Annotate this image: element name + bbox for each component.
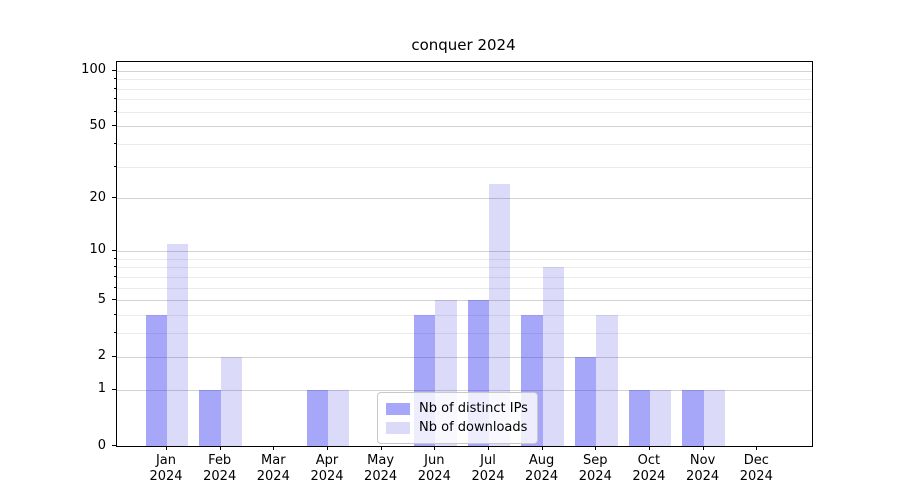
x-tick-label: Aug 2024 <box>525 453 559 484</box>
x-tick-mark <box>166 446 167 450</box>
y-minor-tick-mark <box>114 275 116 277</box>
legend-row-distinct-ips: Nb of distinct IPs <box>386 399 528 418</box>
major-gridline <box>117 356 812 358</box>
x-tick-label: Nov 2024 <box>686 453 720 484</box>
major-gridline <box>117 198 812 200</box>
bar-distinct-ips-jan <box>145 315 167 446</box>
x-tick-mark <box>434 446 436 450</box>
x-tick-mark <box>756 446 758 450</box>
x-tick-label: Feb 2024 <box>203 453 237 484</box>
plot-area <box>116 61 813 447</box>
x-tick-label: Sep 2024 <box>578 453 612 484</box>
y-minor-tick-mark <box>114 286 116 288</box>
y-tick-label: 5 <box>97 291 106 307</box>
bar-downloads-jan <box>167 243 189 446</box>
y-minor-tick-mark <box>114 87 116 89</box>
y-tick-mark <box>112 69 116 71</box>
y-tick-mark <box>112 355 116 357</box>
x-tick-label: May 2024 <box>364 453 398 484</box>
legend-label-downloads: Nb of downloads <box>419 420 528 435</box>
y-tick-label: 10 <box>89 242 106 258</box>
bar-distinct-ips-sep <box>574 356 597 446</box>
x-tick-mark <box>273 446 275 450</box>
y-tick-mark <box>112 388 116 390</box>
minor-gridline <box>117 88 812 90</box>
x-tick-mark <box>648 446 650 450</box>
bar-distinct-ips-apr <box>306 389 328 446</box>
bar-downloads-aug <box>542 267 564 446</box>
y-tick-mark <box>112 125 116 127</box>
x-tick-mark <box>595 446 597 450</box>
minor-gridline <box>117 99 812 101</box>
y-tick-mark <box>112 197 116 199</box>
minor-gridline <box>117 267 812 269</box>
major-gridline <box>117 389 812 391</box>
minor-gridline <box>117 315 812 317</box>
y-minor-tick-mark <box>114 142 116 144</box>
bar-downloads-jul <box>489 184 511 446</box>
y-tick-label: 20 <box>89 189 106 205</box>
legend-swatch-downloads <box>386 421 410 434</box>
y-tick-label: 2 <box>97 348 106 364</box>
x-tick-label: Jan 2024 <box>149 453 183 484</box>
minor-gridline <box>117 143 812 145</box>
x-tick-mark <box>488 446 489 450</box>
minor-gridline <box>117 258 812 260</box>
bar-distinct-ips-feb <box>199 389 221 446</box>
major-gridline <box>117 250 812 252</box>
y-minor-tick-mark <box>114 257 116 259</box>
minor-gridline <box>117 79 812 80</box>
y-minor-tick-mark <box>114 165 116 167</box>
y-tick-mark <box>112 445 116 446</box>
x-tick-label: Apr 2024 <box>310 453 344 484</box>
y-minor-tick-mark <box>114 332 116 334</box>
legend: Nb of distinct IPs Nb of downloads <box>377 392 538 444</box>
legend-label-distinct-ips: Nb of distinct IPs <box>419 401 528 416</box>
x-tick-mark <box>327 446 328 450</box>
x-tick-label: Oct 2024 <box>632 453 666 484</box>
x-tick-label: Mar 2024 <box>256 453 290 484</box>
bar-downloads-nov <box>703 389 725 446</box>
bar-downloads-sep <box>596 315 618 446</box>
x-tick-label: Jun 2024 <box>417 453 451 484</box>
y-minor-tick-mark <box>114 266 116 268</box>
x-tick-mark <box>541 446 543 450</box>
y-tick-mark <box>112 249 116 251</box>
minor-gridline <box>117 111 812 113</box>
minor-gridline <box>117 276 812 278</box>
bar-distinct-ips-nov <box>682 389 704 446</box>
y-tick-mark <box>112 299 116 301</box>
bar-downloads-apr <box>328 389 350 446</box>
x-tick-label: Dec 2024 <box>739 453 773 484</box>
major-gridline <box>117 126 812 128</box>
y-tick-label: 0 <box>97 437 106 453</box>
legend-row-downloads: Nb of downloads <box>386 418 528 437</box>
major-gridline <box>117 300 812 302</box>
bar-downloads-oct <box>649 389 672 446</box>
bar-distinct-ips-oct <box>628 389 650 446</box>
y-tick-label: 50 <box>89 117 106 133</box>
y-tick-label: 1 <box>97 381 106 397</box>
y-minor-tick-mark <box>114 98 116 100</box>
y-minor-tick-mark <box>114 314 116 316</box>
y-minor-tick-mark <box>114 78 116 79</box>
minor-gridline <box>117 287 812 289</box>
chart-title: conquer 2024 <box>411 36 516 54</box>
x-tick-mark <box>219 446 221 450</box>
y-tick-label: 100 <box>81 62 106 78</box>
minor-gridline <box>117 333 812 335</box>
minor-gridline <box>117 166 812 168</box>
x-tick-mark <box>380 446 382 450</box>
major-gridline <box>117 70 812 72</box>
bar-downloads-feb <box>220 356 243 446</box>
x-tick-mark <box>702 446 704 450</box>
y-minor-tick-mark <box>114 110 116 112</box>
legend-swatch-distinct-ips <box>386 402 410 415</box>
x-tick-label: Jul 2024 <box>471 453 505 484</box>
